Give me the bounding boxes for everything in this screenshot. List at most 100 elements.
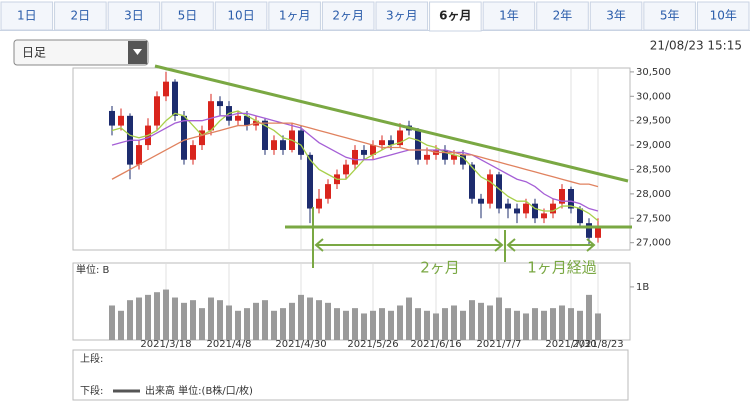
candle-body	[370, 145, 376, 155]
volume-bar	[217, 300, 223, 340]
volume-bar	[523, 313, 529, 340]
volume-bar	[433, 313, 439, 340]
y-tick-label: 30,000	[636, 91, 671, 102]
tab-label[interactable]: 10年	[710, 9, 737, 23]
tab[interactable]: 10日	[214, 1, 268, 31]
tab-box[interactable]	[375, 1, 429, 31]
volume-bar	[559, 305, 565, 340]
tab[interactable]: 3年	[589, 1, 643, 31]
candle-body	[307, 154, 313, 209]
y-tick-label: 28,000	[636, 189, 671, 200]
tab[interactable]: 10年	[696, 1, 750, 31]
x-tick-label: 2021/6/16	[410, 339, 461, 350]
tab-label[interactable]: 1日	[17, 9, 37, 23]
annotation: 1ヶ月経過	[527, 259, 597, 277]
volume-bar	[181, 302, 187, 340]
tab-box[interactable]	[321, 1, 375, 31]
tab-label[interactable]: 2日	[71, 9, 91, 23]
volume-bar	[532, 308, 538, 340]
volume-bar	[595, 313, 601, 340]
dropdown-arrow	[133, 49, 142, 55]
legend-lower: 下段:	[80, 384, 103, 397]
tab-box[interactable]	[536, 1, 589, 31]
candle-body	[163, 81, 169, 97]
timestamp: 21/08/23 15:15	[650, 39, 742, 53]
candle-body	[316, 198, 322, 209]
dropdown[interactable]: 日足	[13, 39, 149, 66]
volume-unit: 単位: B	[76, 263, 110, 276]
tab-bar: 1日 2日 3日 5日 10日 1ヶ月 2ヶ月 3ヶ月 6ヶ月 1年 2年 3年 5年 10年	[0, 1, 750, 32]
tab-label[interactable]: 6ヶ月	[439, 9, 471, 23]
tab-label[interactable]: 2ヶ月	[332, 9, 364, 23]
candle-body	[361, 149, 367, 155]
tab[interactable]: 1年	[482, 1, 536, 31]
tab[interactable]: 5年	[643, 1, 696, 31]
volume-bar	[442, 308, 448, 340]
candle-body	[235, 115, 241, 121]
legend-box	[72, 349, 629, 401]
tab-label[interactable]: 5日	[178, 9, 198, 23]
ma-line	[111, 110, 599, 222]
dropdown-box[interactable]	[13, 39, 149, 66]
tab-box[interactable]	[107, 1, 161, 31]
y-tick-label: 27,500	[636, 213, 671, 224]
candle-body	[118, 115, 124, 126]
volume-bar	[424, 310, 430, 340]
volume-bar	[334, 308, 340, 340]
candle-body	[199, 130, 205, 146]
tab[interactable]: 5日	[161, 1, 214, 31]
candle-body	[595, 228, 601, 238]
volume-bar	[496, 297, 502, 340]
candle-body	[181, 115, 187, 160]
volume-bar	[514, 310, 520, 340]
tab-box[interactable]	[0, 1, 54, 31]
tab-box[interactable]	[643, 1, 696, 31]
tab-box[interactable]	[482, 1, 536, 31]
volume-bar	[361, 313, 367, 340]
volume-bar	[154, 292, 160, 340]
volume-bar	[325, 302, 331, 340]
volume-bar	[235, 310, 241, 340]
volume-bar	[136, 297, 142, 340]
volume-bar	[379, 308, 385, 340]
candle-body	[505, 203, 511, 209]
volume-bar	[370, 310, 376, 340]
candle-body	[577, 208, 583, 224]
tab-box[interactable]	[268, 1, 321, 31]
tab-box[interactable]	[696, 1, 750, 31]
tab-label[interactable]: 5年	[660, 9, 680, 23]
volume-bar	[586, 294, 592, 340]
tab-box[interactable]	[429, 1, 482, 32]
candle-body	[217, 101, 223, 107]
tab-label[interactable]: 10日	[227, 9, 254, 23]
candle-body	[568, 189, 574, 209]
tab-label[interactable]: 3日	[124, 9, 144, 23]
tab-label[interactable]: 1年	[499, 9, 519, 23]
tab-label[interactable]: 2年	[553, 9, 573, 23]
candle-body	[550, 203, 556, 214]
candle-body	[415, 130, 421, 160]
tab-box[interactable]	[214, 1, 268, 31]
candle-body	[172, 81, 178, 116]
tab-label[interactable]: 3ヶ月	[386, 9, 418, 23]
tab[interactable]: 2年	[536, 1, 589, 31]
volume-bar	[244, 308, 250, 340]
tab-box[interactable]	[161, 1, 214, 31]
tab-box[interactable]	[54, 1, 107, 31]
tab[interactable]: 3日	[107, 1, 161, 31]
tab[interactable]: 1ヶ月	[268, 1, 321, 31]
tab-label[interactable]: 3年	[606, 9, 626, 23]
tab[interactable]: 6ヶ月	[429, 1, 482, 32]
volume-bar	[298, 294, 304, 340]
tab[interactable]: 3ヶ月	[375, 1, 429, 31]
tab[interactable]: 2日	[54, 1, 107, 31]
y-tick-label: 29,000	[636, 140, 671, 151]
tab[interactable]: 2ヶ月	[321, 1, 375, 31]
tab-box[interactable]	[589, 1, 643, 31]
tab-label[interactable]: 1ヶ月	[279, 9, 311, 23]
candle-body	[559, 189, 565, 204]
tab[interactable]: 1日	[0, 1, 54, 31]
candle-body	[208, 101, 214, 131]
candle-body	[496, 174, 502, 209]
